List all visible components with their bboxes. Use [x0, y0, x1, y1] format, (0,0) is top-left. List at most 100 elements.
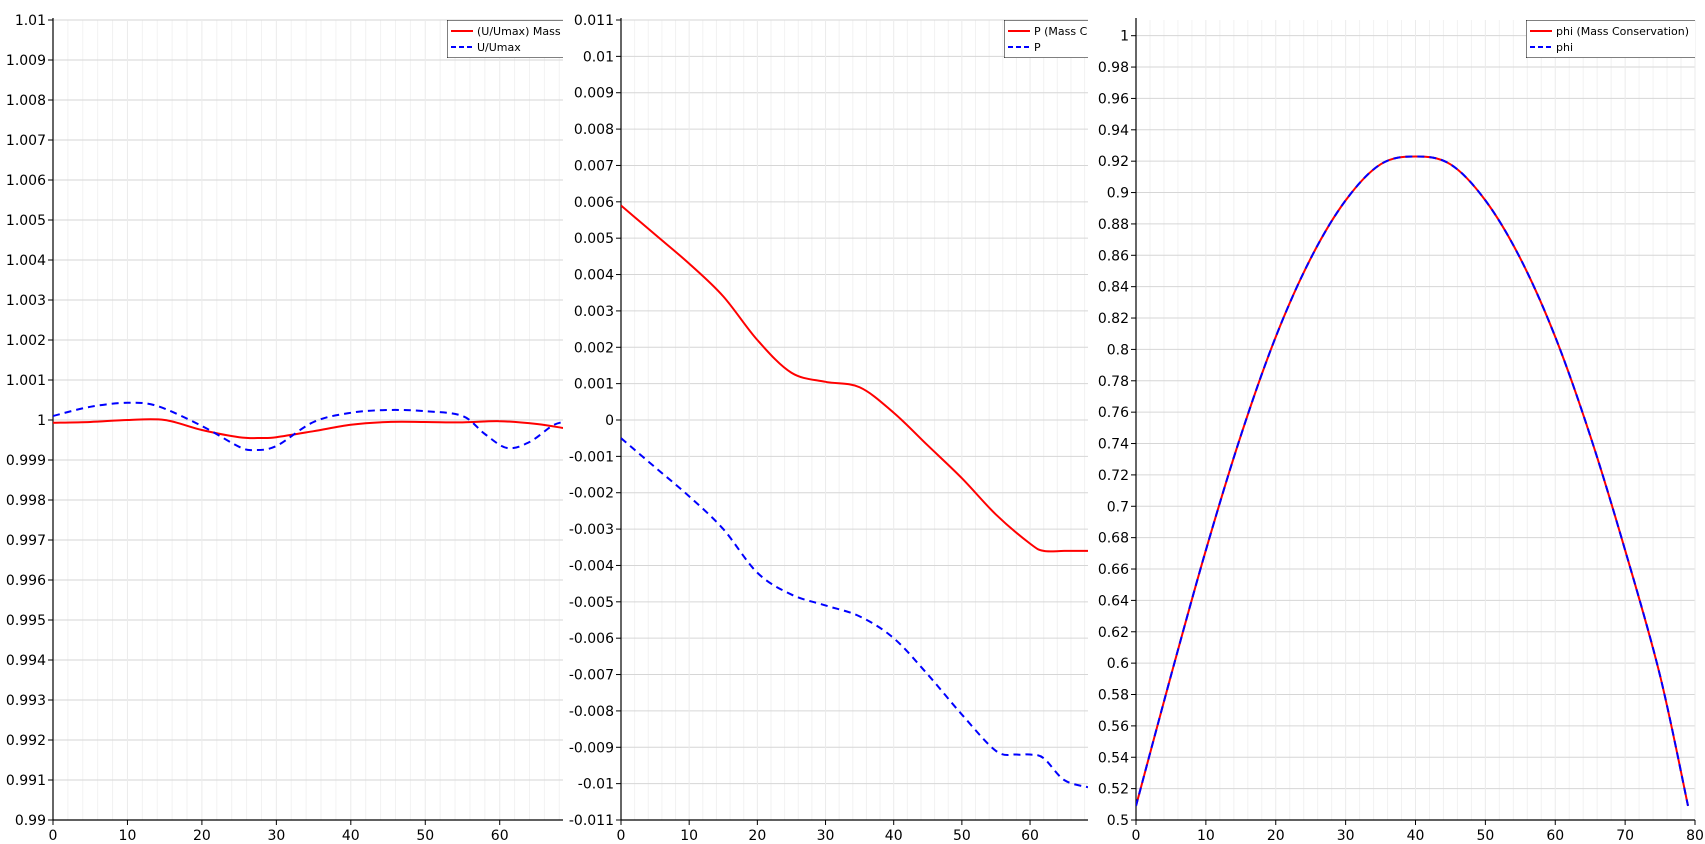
x-tick-label: 0 — [617, 828, 626, 844]
y-tick-label: -0.002 — [569, 486, 614, 502]
y-tick-label: 0.003 — [574, 304, 614, 320]
x-tick-label: 20 — [1267, 828, 1285, 844]
y-tick-label: 1.009 — [6, 53, 46, 69]
y-tick-label: 0.66 — [1098, 562, 1129, 578]
y-tick-label: -0.009 — [569, 740, 614, 756]
x-tick-label: 10 — [119, 828, 137, 844]
y-tick-label: -0.004 — [569, 558, 614, 574]
y-tick-label: 1.003 — [6, 293, 46, 309]
y-tick-label: 0.5 — [1107, 813, 1129, 829]
y-tick-label: 1.006 — [6, 173, 46, 189]
y-tick-label: -0.003 — [569, 522, 614, 538]
y-tick-label: 0.54 — [1098, 750, 1129, 766]
legend-label: U/Umax — [477, 41, 521, 54]
y-tick-label: 1.007 — [6, 133, 46, 149]
legend-label: P — [1034, 41, 1041, 54]
x-tick-label: 30 — [1337, 828, 1355, 844]
y-tick-label: 0.001 — [574, 377, 614, 393]
legend-box — [1526, 20, 1695, 58]
y-tick-label: 0.004 — [574, 268, 614, 284]
y-tick-label: 0.78 — [1098, 374, 1129, 390]
y-tick-label: 0.008 — [574, 122, 614, 138]
y-tick-label: 0.998 — [6, 493, 46, 509]
y-tick-label: 1 — [37, 413, 46, 429]
y-tick-label: 0.995 — [6, 613, 46, 629]
x-axis: 0 10 20 30 40 50 60 — [617, 20, 1039, 844]
y-tick-label: 0.88 — [1098, 217, 1129, 233]
y-tick-label: -0.011 — [569, 813, 614, 829]
x-tick-label: 50 — [416, 828, 434, 844]
y-tick-label: 0.992 — [6, 733, 46, 749]
y-tick-label: 0.009 — [574, 86, 614, 102]
y-tick-label: 0.84 — [1098, 280, 1129, 296]
legend-label: (U/Umax) Mass — [477, 25, 561, 38]
y-tick-label: 0.005 — [574, 231, 614, 247]
y-tick-label: 0.002 — [574, 340, 614, 356]
y-tick-label: 0.007 — [574, 158, 614, 174]
x-tick-label: 60 — [1546, 828, 1564, 844]
x-tick-label: 30 — [267, 828, 285, 844]
y-tick-label: 1.001 — [6, 373, 46, 389]
x-tick-label: 20 — [193, 828, 211, 844]
chart-pressure: -0.011 -0.01 -0.009 -0.008 -0.007 -0.006 -0.00… — [569, 13, 1088, 844]
y-tick-label: 0.9 — [1107, 186, 1129, 202]
chart-u-umax: 0.990.9910.9920.9930.9940.9950.9960.9970… — [6, 13, 563, 844]
x-tick-label: 50 — [953, 828, 971, 844]
x-tick-label: 40 — [1407, 828, 1425, 844]
x-tick-label: 80 — [1686, 828, 1704, 844]
y-tick-label: 0.68 — [1098, 531, 1129, 547]
series-line-0 — [1136, 155, 1689, 807]
y-tick-label: 0.99 — [15, 813, 46, 829]
x-tick-label: 40 — [885, 828, 903, 844]
x-tick-label: 60 — [1021, 828, 1039, 844]
y-tick-label: 0.74 — [1098, 437, 1129, 453]
x-axis: 0 10 20 30 40 50 60 — [49, 20, 509, 844]
series-line-1 — [621, 437, 1088, 789]
series-line-0 — [621, 204, 1088, 553]
y-tick-label: 0.98 — [1098, 60, 1129, 76]
series-line-1 — [53, 401, 563, 452]
chart-phi: 0.5 0.52 0.54 0.56 0.58 0.6 0.62 0.64 0.66 0.68 0.… — [1098, 18, 1704, 844]
y-axis: -0.011 -0.01 -0.009 -0.008 -0.007 -0.006 -0.00… — [569, 13, 1088, 829]
legend: phi (Mass Conservation) phi — [1526, 20, 1695, 58]
legend-label: phi — [1556, 41, 1573, 54]
y-tick-label: 0.991 — [6, 773, 46, 789]
y-tick-label: 0.94 — [1098, 123, 1129, 139]
legend-label: P (Mass C — [1034, 25, 1088, 38]
y-tick-label: 1.005 — [6, 213, 46, 229]
minor-grid — [1149, 20, 1682, 820]
legend: P (Mass C P — [1004, 20, 1088, 58]
x-tick-label: 40 — [342, 828, 360, 844]
y-tick-label: 0.62 — [1098, 625, 1129, 641]
y-tick-label: 0.01 — [583, 49, 614, 65]
y-tick-label: 0.6 — [1107, 656, 1129, 672]
series-group — [1136, 155, 1689, 807]
y-tick-label: -0.008 — [569, 704, 614, 720]
legend-box — [1004, 20, 1088, 58]
y-tick-label: -0.001 — [569, 449, 614, 465]
y-tick-label: 0.994 — [6, 653, 46, 669]
y-tick-label: 1.008 — [6, 93, 46, 109]
y-tick-label: 0.993 — [6, 693, 46, 709]
x-tick-label: 10 — [1197, 828, 1215, 844]
y-tick-label: 0.82 — [1098, 311, 1129, 327]
y-tick-label: 1.004 — [6, 253, 46, 269]
x-tick-label: 50 — [1476, 828, 1494, 844]
y-tick-label: 0.52 — [1098, 782, 1129, 798]
series-group — [53, 401, 563, 452]
legend-label: phi (Mass Conservation) — [1556, 25, 1689, 38]
y-tick-label: 0.7 — [1107, 499, 1129, 515]
y-tick-label: 1.002 — [6, 333, 46, 349]
x-tick-label: 10 — [680, 828, 698, 844]
y-tick-label: 0.56 — [1098, 719, 1129, 735]
y-tick-label: -0.007 — [569, 668, 614, 684]
series-line-1 — [1136, 155, 1689, 807]
y-tick-label: 0.011 — [574, 13, 614, 29]
y-tick-label: 0.006 — [574, 195, 614, 211]
y-tick-label: 0.76 — [1098, 405, 1129, 421]
y-tick-label: -0.01 — [578, 777, 614, 793]
x-tick-label: 0 — [1132, 828, 1141, 844]
x-axis: 0 10 20 30 40 50 60 70 80 — [1132, 20, 1704, 844]
x-tick-label: 60 — [491, 828, 509, 844]
